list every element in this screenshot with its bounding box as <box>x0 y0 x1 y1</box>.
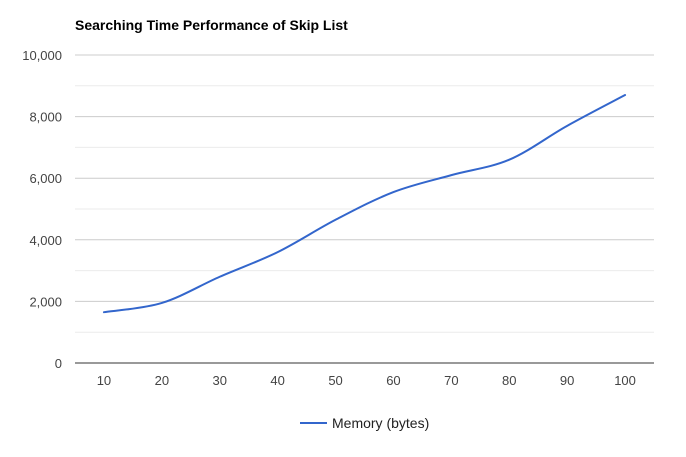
x-tick-label: 90 <box>560 373 574 388</box>
y-tick-label: 10,000 <box>22 48 62 63</box>
x-tick-label: 100 <box>614 373 636 388</box>
series-line <box>102 94 627 314</box>
data-point <box>448 172 454 178</box>
data-point <box>275 249 281 255</box>
x-tick-label: 40 <box>270 373 284 388</box>
x-axis-tick-labels: 10 20 30 40 50 60 70 80 90 100 <box>97 373 636 388</box>
legend: Memory (bytes) <box>300 415 429 431</box>
y-tick-label: 2,000 <box>29 294 62 309</box>
y-tick-label: 0 <box>55 356 62 371</box>
data-point <box>506 157 512 163</box>
data-point <box>159 300 165 306</box>
x-tick-label: 60 <box>386 373 400 388</box>
y-axis-tick-labels: 0 2,000 4,000 6,000 8,000 10,000 <box>22 48 62 371</box>
x-tick-label: 20 <box>155 373 169 388</box>
data-point <box>333 217 339 223</box>
legend-label: Memory (bytes) <box>332 415 429 431</box>
data-point <box>101 309 107 315</box>
gridlines <box>75 54 654 364</box>
y-tick-label: 6,000 <box>29 171 62 186</box>
x-tick-label: 50 <box>328 373 342 388</box>
x-tick-label: 10 <box>97 373 111 388</box>
x-tick-label: 80 <box>502 373 516 388</box>
data-point <box>217 274 223 280</box>
data-point <box>390 189 396 195</box>
chart-title: Searching Time Performance of Skip List <box>75 17 348 33</box>
x-tick-label: 30 <box>213 373 227 388</box>
data-point <box>564 123 570 129</box>
x-tick-label: 70 <box>444 373 458 388</box>
series-lines <box>101 92 628 315</box>
data-point <box>622 92 628 98</box>
y-tick-label: 8,000 <box>29 110 62 125</box>
y-tick-label: 4,000 <box>29 233 62 248</box>
